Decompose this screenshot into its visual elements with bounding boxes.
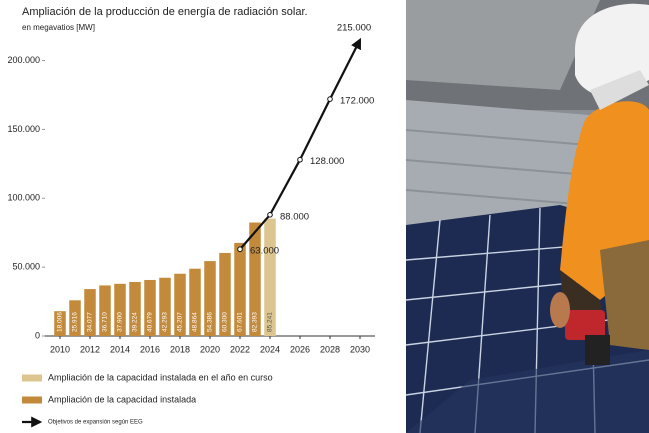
value-label: 85.241 — [267, 312, 274, 332]
value-label: 48.864 — [192, 312, 199, 332]
point-label: 88.000 — [280, 211, 309, 222]
x-tick-label: 2020 — [200, 344, 220, 354]
point — [237, 246, 243, 253]
bar — [69, 300, 81, 336]
bar — [129, 281, 141, 336]
bar — [204, 261, 216, 336]
y-tick-label: 50.000 — [12, 262, 40, 272]
chart-title: Ampliación de la producción de energía d… — [22, 6, 308, 18]
legend-swatch — [22, 374, 42, 382]
legend-swatch — [22, 396, 42, 404]
y-axis-label: en megavatios [MW] — [22, 23, 95, 32]
x-tick-label: 2028 — [320, 344, 340, 354]
value-label: 45.207 — [177, 312, 184, 332]
point-label: 215.000 — [337, 22, 371, 33]
point — [327, 96, 333, 102]
bar — [159, 277, 171, 336]
bar — [174, 273, 186, 336]
legend-label: Ampliación de la capacidad instalada en … — [48, 372, 273, 382]
value-label: 37.900 — [117, 312, 124, 332]
value-label: 40.679 — [147, 312, 154, 332]
bar — [264, 218, 276, 336]
y-tick-label: 150.000 — [7, 124, 40, 134]
legend-label: Objetivos de expansión según EEG — [48, 420, 143, 426]
value-label: 67.601 — [237, 312, 244, 332]
x-tick-label: 2018 — [170, 344, 190, 354]
value-label: 42.293 — [162, 312, 169, 332]
value-label: 54.386 — [207, 312, 214, 332]
x-tick-label: 2030 — [350, 344, 370, 354]
y-tick-label: 100.000 — [7, 193, 40, 203]
legend-label: Ampliación de la capacidad instalada — [48, 394, 196, 404]
bar — [234, 242, 246, 336]
y-tick-label: 200.000 — [7, 55, 40, 65]
point-label: 63.000 — [250, 246, 279, 257]
bar — [189, 268, 201, 336]
value-label: 36.710 — [102, 312, 109, 332]
value-label: 25.916 — [72, 312, 79, 332]
y-tick-label: 0 — [35, 330, 40, 340]
point-label: 128.000 — [310, 156, 344, 167]
x-tick-label: 2016 — [140, 344, 160, 354]
x-tick-label: 2014 — [110, 344, 130, 354]
bar — [84, 289, 96, 336]
bar — [219, 252, 231, 336]
bar — [144, 279, 156, 336]
chart: Ampliación de la producción de energía d… — [7, 6, 375, 428]
value-label: 82.393 — [252, 312, 259, 332]
point-label: 172.000 — [340, 96, 374, 107]
x-tick-label: 2024 — [260, 344, 280, 354]
point — [297, 156, 303, 163]
value-label: 34.077 — [87, 312, 94, 332]
x-tick-label: 2022 — [230, 344, 250, 354]
bar — [99, 285, 111, 336]
photo — [405, 0, 649, 433]
value-label: 18.006 — [57, 312, 64, 332]
value-label: 60.300 — [222, 312, 229, 332]
point — [267, 212, 273, 218]
bar — [249, 222, 261, 336]
x-tick-label: 2026 — [290, 344, 310, 354]
value-label: 39.224 — [132, 312, 139, 332]
bar — [114, 283, 126, 336]
x-tick-label: 2010 — [50, 344, 70, 354]
bar — [54, 311, 66, 336]
x-tick-label: 2012 — [80, 344, 100, 354]
